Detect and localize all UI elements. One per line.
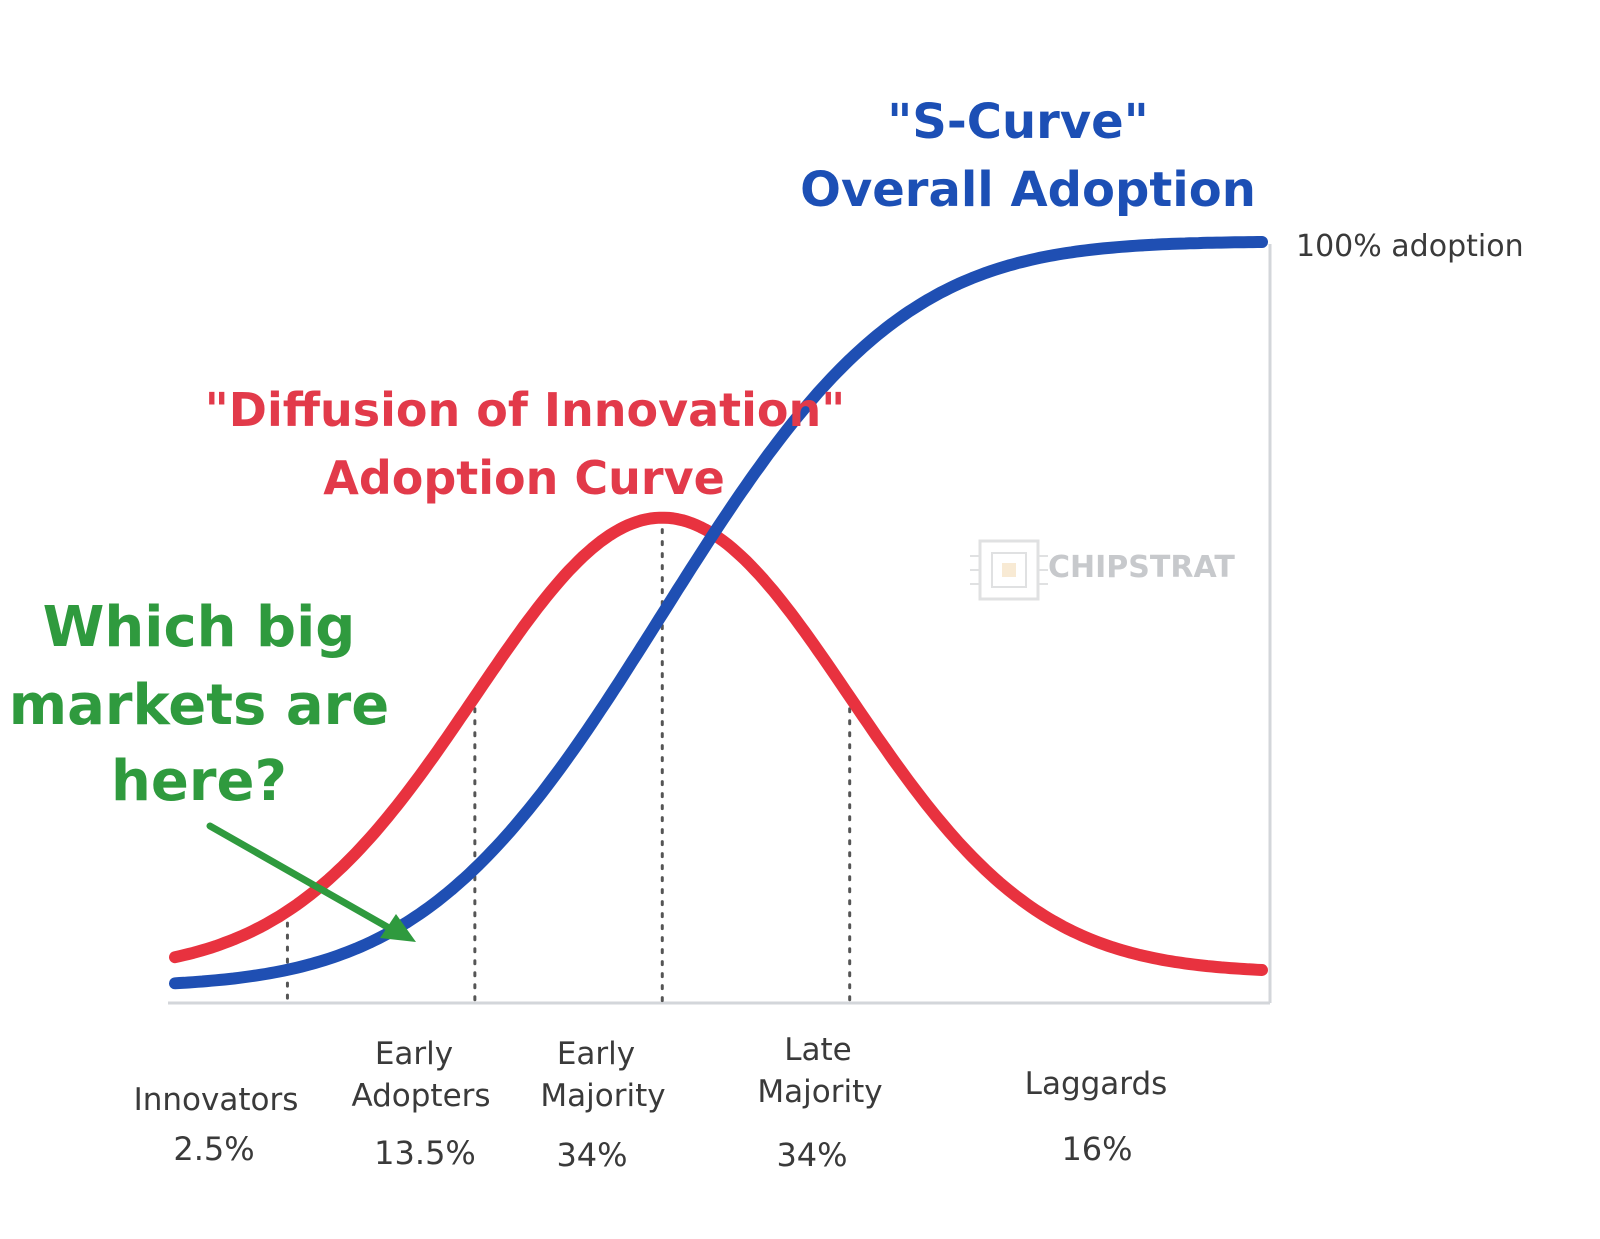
laggards-pct: 16% (1061, 1130, 1132, 1168)
pointer-arrow (206, 822, 416, 942)
diffusion-curve (169, 511, 1268, 976)
early-majority-label-1: Early (557, 1036, 635, 1072)
late-majority-pct: 34% (776, 1136, 847, 1174)
question-line3: here? (111, 749, 287, 814)
innovators-label: Innovators (134, 1082, 299, 1118)
question-line1: Which big (43, 595, 356, 660)
laggards-label: Laggards (1025, 1066, 1168, 1102)
diffusion-title-line1: "Diffusion of Innovation" (205, 383, 845, 437)
early-majority-label-2: Majority (540, 1078, 665, 1114)
early-majority-pct: 34% (556, 1136, 627, 1174)
late-majority-label-1: Late (784, 1032, 852, 1068)
early-adopters-label-2: Adopters (351, 1078, 490, 1114)
chip-logo-icon (970, 539, 1048, 601)
late-majority-label-2: Majority (757, 1074, 882, 1110)
innovators-pct: 2.5% (173, 1130, 254, 1168)
chipstrat-watermark: CHIPSTRAT (970, 539, 1235, 601)
segment-dividers (285, 516, 852, 1005)
s-curve-title-line2: Overall Adoption (800, 162, 1256, 218)
watermark-brand: CHIPSTRAT (1048, 550, 1235, 585)
s-curve (169, 236, 1268, 990)
early-adopters-pct: 13.5% (374, 1134, 476, 1172)
diffusion-title-line2: Adoption Curve (323, 451, 725, 505)
s-curve-title-line1: "S-Curve" (887, 94, 1148, 150)
question-line2: markets are (9, 673, 389, 738)
full-adoption-label: 100% adoption (1296, 229, 1524, 264)
early-adopters-label-1: Early (375, 1036, 453, 1072)
